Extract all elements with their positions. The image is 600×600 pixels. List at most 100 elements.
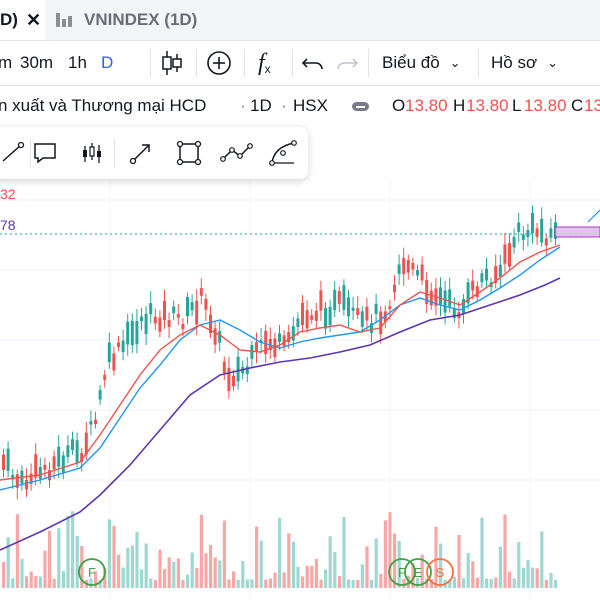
volume-bar xyxy=(379,573,383,588)
comment-icon[interactable] xyxy=(22,127,68,179)
line-tool-icon[interactable] xyxy=(0,127,36,179)
path-icon[interactable] xyxy=(214,127,260,179)
tab-active-chart[interactable]: D) ✕ xyxy=(0,0,46,40)
volume-bar xyxy=(199,514,203,588)
volume-bar xyxy=(370,579,374,588)
candle-body xyxy=(356,308,360,316)
bars-icon[interactable] xyxy=(70,127,116,179)
event-marker-circle xyxy=(404,558,432,586)
candle-body xyxy=(103,374,107,380)
close-icon[interactable]: ✕ xyxy=(25,9,42,30)
candles-icon[interactable] xyxy=(160,41,184,85)
volume-bar xyxy=(291,541,295,588)
high-value: 13.80 xyxy=(466,96,509,115)
candle-body xyxy=(319,290,323,311)
candle-body xyxy=(94,419,97,424)
volume-bar xyxy=(342,516,346,588)
candle-body xyxy=(98,390,102,400)
volume-bar xyxy=(163,569,167,588)
candle-body xyxy=(186,297,189,317)
volume-bar xyxy=(365,546,369,588)
volume-bar xyxy=(296,566,300,588)
volume-bar xyxy=(305,565,309,588)
volume-bar xyxy=(236,579,240,588)
candle-body xyxy=(480,273,484,283)
volume-bar xyxy=(172,561,176,588)
chart-menu[interactable]: Biểu đồ ⌄ xyxy=(382,41,461,85)
volume-bar xyxy=(140,569,144,588)
candle-body xyxy=(526,229,530,237)
symbol-interval: 1D xyxy=(250,96,272,115)
candle-body xyxy=(158,317,162,332)
volume-bar xyxy=(388,512,392,588)
volume-bar xyxy=(333,552,337,588)
interval-1h[interactable]: 1h xyxy=(68,53,87,72)
candle-body xyxy=(255,341,258,352)
candle-body xyxy=(209,314,212,334)
volume-bar xyxy=(402,579,406,588)
projection-line xyxy=(587,209,600,223)
volume-bar xyxy=(48,530,52,588)
volume-bar xyxy=(107,519,111,588)
close-value: 13 xyxy=(584,96,600,115)
volume-bar xyxy=(209,544,213,588)
volume-bar xyxy=(397,540,401,588)
volume-bar xyxy=(452,576,456,588)
volume-bar xyxy=(319,579,323,588)
volume-bar xyxy=(310,565,314,588)
collapse-legend-button[interactable] xyxy=(352,102,369,111)
candle-body xyxy=(112,353,116,371)
volume-bar xyxy=(126,547,130,588)
candle-body xyxy=(416,270,419,276)
volume-bar xyxy=(324,569,328,588)
symbol-name[interactable]: n xuất và Thương mại HCD xyxy=(0,96,207,115)
rectangle-icon[interactable] xyxy=(166,127,212,179)
volume-bar xyxy=(351,579,355,588)
candle-body xyxy=(360,311,364,327)
event-marker-circle xyxy=(78,558,106,586)
undo-icon[interactable] xyxy=(302,41,324,85)
candle-body xyxy=(448,289,452,307)
candle-body xyxy=(126,321,130,345)
profile-menu[interactable]: Hồ sơ ⌄ xyxy=(491,41,558,85)
curve-icon[interactable] xyxy=(260,127,306,179)
tab-vnindex[interactable]: VNINDEX (1D) xyxy=(56,0,197,40)
volume-bar xyxy=(176,558,180,588)
candle-body xyxy=(48,470,51,481)
candle-body xyxy=(66,445,70,457)
arrow-tool-icon[interactable] xyxy=(118,127,164,179)
volume-bar xyxy=(245,579,249,588)
candle-body xyxy=(199,288,203,296)
event-marker-label: S xyxy=(436,565,445,580)
candle-body xyxy=(498,264,502,277)
volume-bar xyxy=(480,517,484,588)
volume-bar xyxy=(80,545,84,588)
candle-body xyxy=(181,323,185,330)
volume-bar xyxy=(448,579,452,588)
volume-bar xyxy=(540,531,544,588)
candle-body xyxy=(167,320,171,327)
candle-body xyxy=(328,306,332,326)
volume-bar xyxy=(337,576,341,588)
volume-bar xyxy=(521,567,525,588)
volume-bar xyxy=(158,549,162,588)
candle-body xyxy=(75,440,79,463)
candle-body xyxy=(163,300,166,321)
volume-bar xyxy=(278,517,282,588)
candle-body xyxy=(2,454,5,470)
candle-body xyxy=(512,236,516,248)
candle-body xyxy=(71,439,74,451)
add-indicator-icon[interactable] xyxy=(206,41,232,85)
interval-minutes[interactable]: m xyxy=(0,53,13,72)
candle-body xyxy=(393,284,396,293)
candle-body xyxy=(388,306,392,310)
volume-bar xyxy=(411,563,415,588)
volume-bar xyxy=(6,537,10,588)
volume-bar xyxy=(222,520,226,588)
interval-30m[interactable]: 30m xyxy=(20,53,54,72)
interval-day[interactable]: D xyxy=(101,53,114,72)
candle-body xyxy=(402,257,406,274)
